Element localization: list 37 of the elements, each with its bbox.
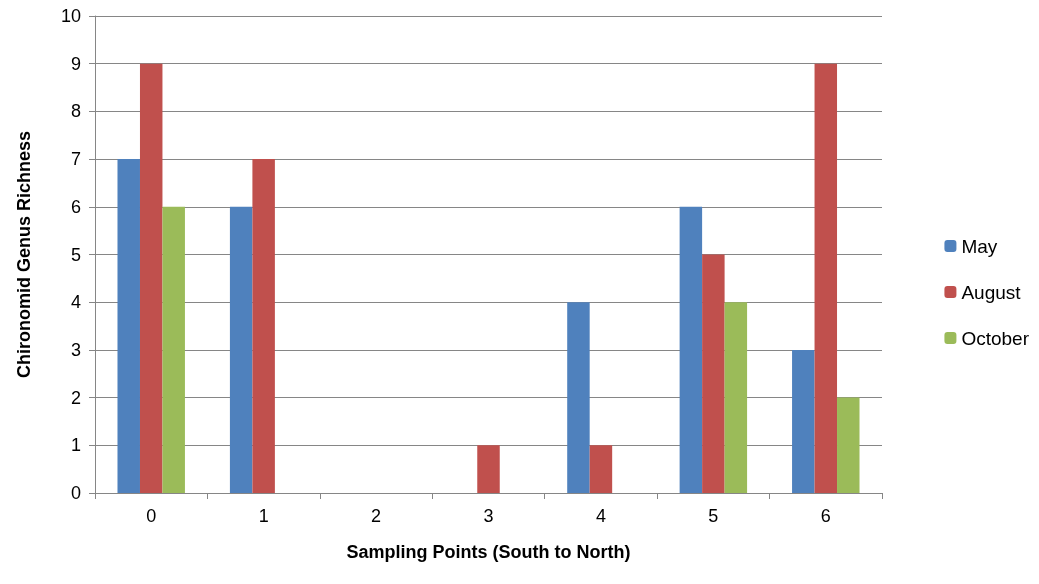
legend-label: August: [961, 281, 1022, 303]
bar: [724, 302, 748, 493]
x-tick-label: 1: [258, 506, 269, 526]
x-tick-label: 5: [708, 506, 719, 526]
y-tick-label: 1: [70, 435, 81, 456]
x-tick-label: 4: [595, 506, 606, 526]
x-tick-label: 0: [146, 506, 157, 526]
legend-label: October: [961, 327, 1030, 349]
bar: [702, 254, 725, 493]
y-tick-label: 7: [70, 149, 81, 170]
bar: [139, 63, 163, 493]
x-tick-label: 3: [483, 506, 494, 526]
bar: [252, 159, 275, 493]
bar: [477, 445, 500, 493]
bar: [814, 63, 838, 493]
y-tick-label: 3: [70, 339, 81, 360]
bar: [589, 445, 613, 493]
bar: [117, 159, 140, 493]
bar: [679, 206, 703, 493]
bar: [162, 206, 185, 493]
y-tick-label: 4: [70, 292, 81, 313]
y-tick-label: 6: [70, 196, 81, 217]
bar: [792, 349, 815, 493]
x-axis-title: Sampling Points (South to North): [346, 542, 631, 562]
legend-label: May: [961, 235, 998, 257]
y-tick-label: 2: [70, 387, 81, 408]
y-tick-label: 9: [70, 53, 81, 74]
x-tick-label: 2: [371, 506, 382, 526]
y-tick-label: 0: [70, 483, 81, 503]
bar: [567, 302, 590, 493]
y-tick-label: 8: [70, 101, 81, 122]
x-tick-label: 6: [820, 506, 831, 526]
bar: [837, 397, 860, 493]
y-tick-label: 5: [70, 244, 81, 265]
bar: [229, 206, 253, 493]
y-axis-title: Chironomid Genus Richness: [14, 130, 34, 379]
y-tick-label: 10: [60, 6, 81, 26]
